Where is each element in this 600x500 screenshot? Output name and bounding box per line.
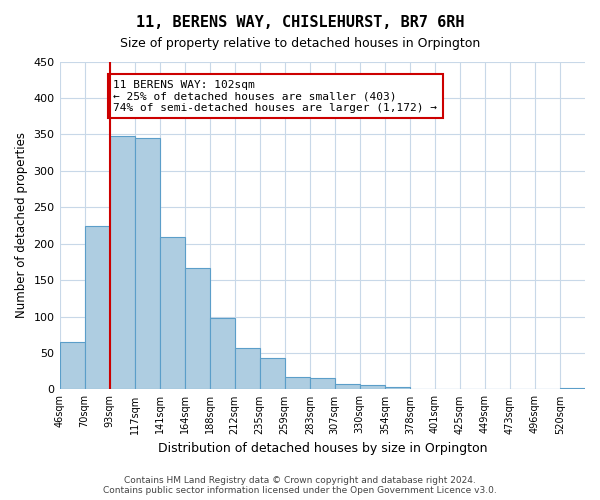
Bar [285,377,310,390]
X-axis label: Distribution of detached houses by size in Orpington: Distribution of detached houses by size … [158,442,487,455]
Bar [360,385,385,390]
Bar [110,136,134,390]
Bar [85,226,110,390]
Bar [310,378,335,390]
Bar [209,318,235,390]
Bar [185,268,209,390]
Bar [560,388,585,390]
Text: Contains HM Land Registry data © Crown copyright and database right 2024.
Contai: Contains HM Land Registry data © Crown c… [103,476,497,495]
Bar [335,384,360,390]
Bar [260,358,285,390]
Text: Size of property relative to detached houses in Orpington: Size of property relative to detached ho… [120,38,480,51]
Bar [134,138,160,390]
Bar [59,342,85,390]
Bar [160,237,185,390]
Text: 11 BERENS WAY: 102sqm
← 25% of detached houses are smaller (403)
74% of semi-det: 11 BERENS WAY: 102sqm ← 25% of detached … [113,80,437,113]
Text: 11, BERENS WAY, CHISLEHURST, BR7 6RH: 11, BERENS WAY, CHISLEHURST, BR7 6RH [136,15,464,30]
Y-axis label: Number of detached properties: Number of detached properties [15,132,28,318]
Bar [235,348,260,390]
Bar [385,387,410,390]
